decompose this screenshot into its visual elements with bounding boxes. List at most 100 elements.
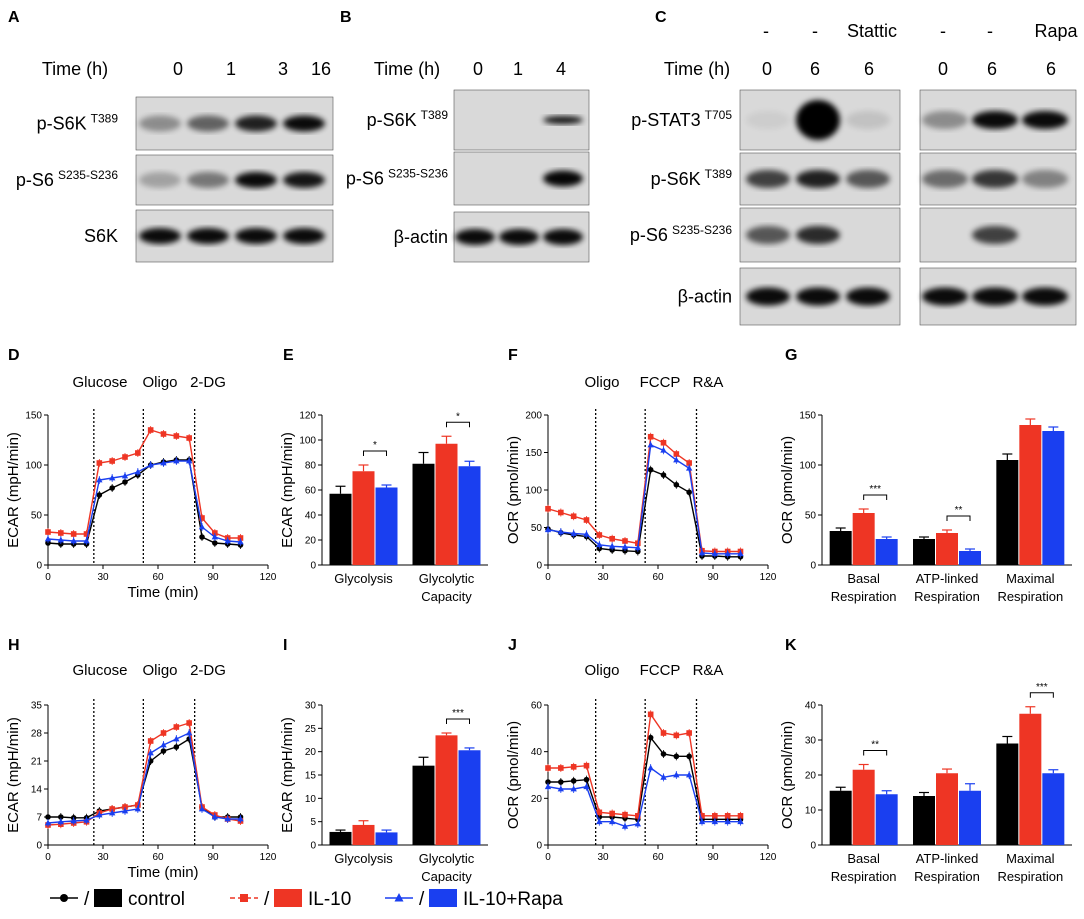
chart-g: G 0 50 100 150 OCR (pmol/min) Basal Respiration…	[779, 347, 1072, 604]
treatment-label: Stattic	[847, 21, 897, 41]
category-label: Respiration	[914, 869, 980, 884]
y-tick-label: 50	[531, 523, 543, 534]
y-tick-label: 150	[525, 448, 542, 459]
x-tick-label: 90	[207, 852, 219, 863]
blot-row-label: β-actin	[394, 227, 448, 247]
data-point	[108, 474, 116, 481]
data-point	[686, 730, 692, 736]
bar-control	[996, 460, 1019, 565]
panel-letter: I	[283, 637, 287, 654]
y-tick-label: 30	[805, 736, 817, 747]
series-line-control	[547, 468, 741, 558]
y-tick-label: 100	[799, 461, 816, 472]
injection-label: Oligo	[584, 374, 619, 391]
data-point	[712, 813, 718, 819]
category-label: Respiration	[914, 589, 980, 604]
legend-separator: /	[419, 889, 425, 910]
data-point	[570, 513, 577, 520]
time-tick: 16	[311, 59, 331, 79]
data-point	[698, 549, 706, 556]
data-point	[673, 451, 680, 457]
data-point	[198, 805, 206, 812]
blot-band	[543, 229, 583, 245]
y-tick-label: 35	[31, 701, 43, 712]
y-tick-label: 0	[536, 841, 542, 852]
blot-row-label: S6K	[84, 226, 118, 246]
bar-control	[412, 765, 435, 845]
data-point	[698, 818, 706, 825]
blot-band	[543, 170, 583, 187]
data-point	[724, 818, 731, 825]
data-point	[583, 762, 590, 769]
data-point	[737, 550, 744, 557]
category-label: ATP-linked	[916, 851, 979, 866]
x-tick-label: 90	[707, 852, 719, 863]
time-tick: 0	[473, 59, 483, 79]
data-point	[608, 542, 616, 549]
y-tick-label: 50	[31, 511, 43, 522]
data-point	[198, 523, 206, 530]
series-line-il-10+rapa	[47, 731, 241, 824]
data-point	[660, 751, 667, 757]
label-superscript: T389	[705, 167, 733, 181]
y-tick-label: 25	[305, 724, 317, 735]
time-label: Time (h)	[374, 59, 440, 79]
data-point	[224, 537, 231, 544]
bar-control	[829, 531, 852, 565]
data-point	[686, 460, 692, 466]
data-point	[135, 450, 141, 456]
x-tick-label: 30	[97, 572, 109, 583]
y-tick-label: 0	[810, 841, 816, 852]
blot-band	[746, 111, 790, 129]
y-tick-label: 10	[305, 794, 317, 805]
y-tick-label: 0	[536, 561, 542, 572]
data-point	[44, 819, 52, 826]
data-point	[685, 771, 693, 778]
bar-il-10	[435, 735, 458, 845]
blot-band	[746, 170, 790, 188]
data-point	[596, 818, 603, 825]
data-point	[147, 461, 154, 468]
label-base: p-S6K	[651, 169, 701, 189]
legend-separator: /	[84, 889, 90, 910]
x-tick-label: 60	[152, 852, 164, 863]
data-point	[173, 433, 180, 439]
injection-label: Glucose	[72, 374, 127, 391]
time-tick: 6	[987, 59, 997, 79]
data-point	[686, 489, 692, 496]
bar-il-10	[852, 769, 875, 845]
y-tick-label: 0	[310, 561, 316, 572]
category-label: Capacity	[421, 869, 472, 884]
data-point	[583, 776, 590, 783]
series-line-il-10+rapa	[547, 766, 741, 828]
data-point	[660, 439, 667, 446]
time-tick: 3	[278, 59, 288, 79]
panel-letter: F	[508, 347, 518, 364]
time-tick: 6	[810, 59, 820, 79]
data-point	[685, 464, 693, 471]
data-point	[160, 431, 167, 437]
blot-band	[972, 170, 1018, 188]
data-point	[211, 813, 219, 820]
data-point	[557, 785, 565, 792]
significance-label: **	[871, 740, 879, 751]
x-tick-label: 30	[597, 572, 609, 583]
blot-band	[922, 170, 968, 188]
blot-band	[846, 170, 890, 188]
data-point	[185, 457, 193, 464]
legend-swatch	[274, 889, 302, 907]
label-base: p-S6	[346, 169, 384, 189]
category-label: Glycolytic	[419, 571, 475, 586]
y-tick-label: 100	[525, 486, 542, 497]
series-line-il-10+rapa	[547, 444, 741, 555]
data-point	[622, 811, 628, 818]
bar-il-10+rapa	[875, 539, 898, 565]
data-point	[134, 805, 142, 812]
label-base: p-S6K	[367, 110, 417, 130]
blot-band	[922, 287, 968, 306]
y-tick-label: 30	[305, 701, 317, 712]
x-axis-label: Time (min)	[127, 864, 198, 881]
data-point	[70, 531, 77, 537]
x-tick-label: 90	[707, 572, 719, 583]
data-point	[121, 807, 129, 814]
